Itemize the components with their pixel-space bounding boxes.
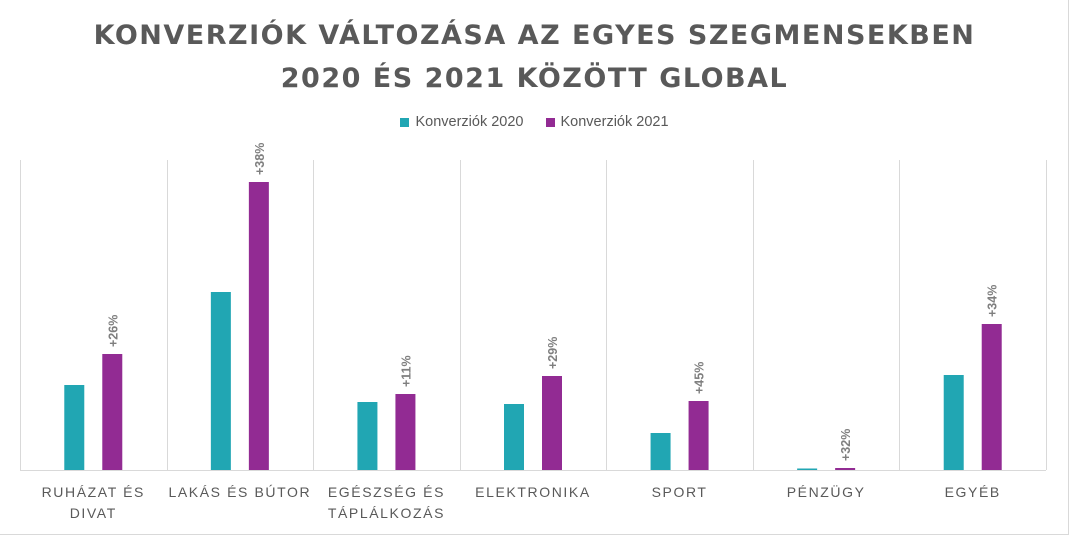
chart-title: KONVERZIÓK VÁLTOZÁSA AZ EGYES SZEGMENSEK…	[0, 14, 1069, 100]
data-label: +34%	[986, 285, 1000, 317]
bar-2020	[64, 385, 85, 470]
category-label: ELEKTRONIKA	[475, 484, 591, 500]
legend-swatch-2021	[545, 117, 555, 127]
data-label: +32%	[839, 429, 853, 461]
legend-swatch-2020	[400, 117, 410, 127]
category-label: PÉNZÜGY	[787, 483, 866, 500]
category-label: LAKÁS ÉS BÚTOR	[168, 484, 311, 500]
category-label: DIVAT	[70, 505, 117, 521]
bar-2021	[102, 354, 123, 470]
data-label: +11%	[399, 355, 413, 387]
legend-item-2021: Konverziók 2021	[545, 114, 669, 130]
category-label: SPORT	[652, 484, 708, 500]
bar-2020	[210, 292, 231, 470]
bar-2021	[248, 182, 269, 470]
legend: Konverziók 2020 Konverziók 2021	[0, 114, 1069, 130]
bar-2020	[504, 404, 524, 470]
bar-2021	[395, 394, 416, 470]
chart-title-line-2: 2020 ÉS 2021 KÖZÖTT GLOBAL	[280, 63, 789, 94]
category-label: TÁPLÁLKOZÁS	[328, 505, 445, 521]
legend-label-2021: Konverziók 2021	[560, 114, 669, 130]
bar-2021	[981, 324, 1002, 470]
data-label: +45%	[693, 362, 707, 394]
bar-2021	[835, 468, 856, 470]
bar-2020	[797, 468, 818, 470]
bar-2020	[650, 433, 671, 470]
legend-label-2020: Konverziók 2020	[415, 114, 524, 130]
data-label: +38%	[253, 143, 267, 175]
category-label: RUHÁZAT ÉS	[42, 484, 145, 500]
category-label: EGYÉB	[945, 484, 1001, 500]
data-label: +26%	[106, 315, 120, 347]
bar-2020	[357, 402, 378, 470]
bar-2021	[542, 376, 562, 470]
bar-2020	[943, 375, 964, 470]
bar-2021	[688, 401, 709, 470]
category-label: EGÉSZSÉG ÉS	[328, 484, 445, 500]
data-label: +29%	[546, 337, 560, 369]
legend-item-2020: Konverziók 2020	[400, 114, 524, 130]
chart-title-line-1: KONVERZIÓK VÁLTOZÁSA AZ EGYES SZEGMENSEK…	[93, 20, 976, 51]
